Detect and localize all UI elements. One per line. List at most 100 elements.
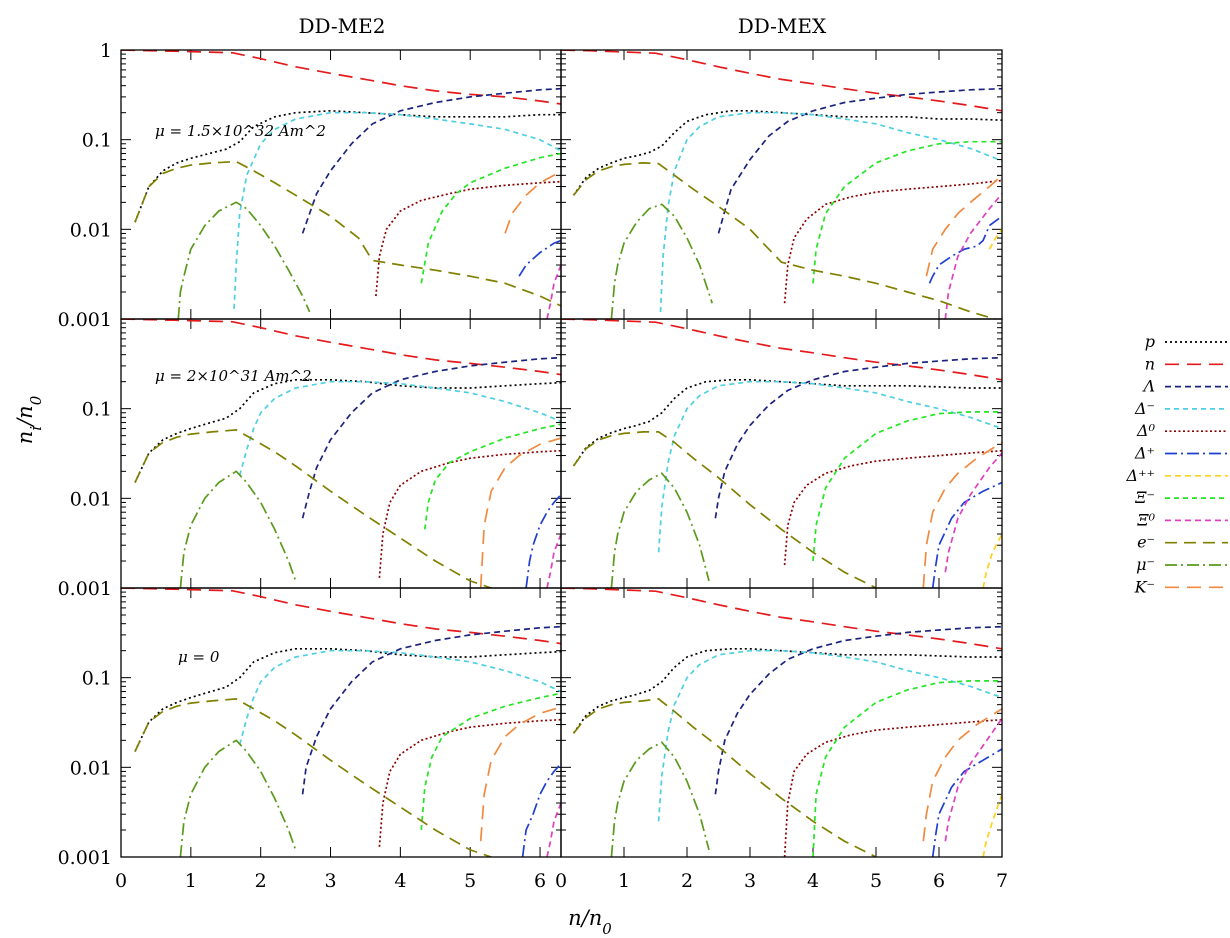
legend-label-electron: e⁻ (1137, 533, 1155, 552)
x-tick-label: 1 (618, 870, 630, 892)
series-group (561, 319, 1002, 588)
panel-annotation: μ = 2×10^31 Am^2 (155, 367, 312, 385)
series-kaon (922, 708, 1002, 842)
panel-frame (120, 49, 562, 320)
series-xi-minus (423, 423, 561, 530)
series-delta-plus (931, 481, 1002, 588)
series-delta-zero (378, 449, 561, 578)
series-kaon (925, 174, 1002, 277)
series-delta-plus (931, 748, 1002, 857)
series-muon (179, 470, 297, 588)
series-xi-zero (944, 452, 1002, 573)
minor-ticks (561, 322, 1002, 562)
panel-annotation: μ = 0 (178, 648, 220, 666)
y-tick-label: 0.001 (58, 847, 112, 869)
legend-label-lambda: Λ (1141, 377, 1155, 396)
panel-annotation: μ = 1.5×10^32 Am^2 (155, 122, 326, 140)
series-kaon (479, 437, 561, 588)
series-xi-zero (944, 193, 1002, 319)
series-muon (610, 741, 710, 857)
series-xi-minus (812, 680, 1002, 857)
legend-label-xi-zero: Ξ⁰ (1136, 510, 1155, 529)
x-axis-label: n/n0 (568, 906, 612, 938)
series-electron (572, 431, 877, 588)
series-delta-minus (238, 380, 561, 476)
x-tick-label: 5 (464, 870, 476, 892)
series-muon (610, 203, 714, 319)
series-delta-minus (657, 380, 1002, 553)
series-delta-plus (518, 239, 561, 277)
minor-ticks (561, 591, 1002, 831)
series-group (121, 50, 561, 319)
x-tick-label: 2 (681, 870, 693, 892)
series-delta-minus (657, 649, 1002, 822)
series-electron (572, 698, 877, 857)
x-tick-label: 7 (996, 870, 1008, 892)
series-electron (134, 160, 561, 307)
series-delta-plus (928, 215, 1002, 284)
x-tick-label: 6 (534, 870, 546, 892)
y-tick-label: 0.01 (70, 757, 112, 779)
legend-label-delta-plus: Δ⁺ (1134, 444, 1155, 463)
panel-r0-c0: 1 0.1 0.01 0.001 μ = 1.5×10^32 Am^2 (58, 40, 562, 331)
series-lambda (301, 625, 561, 795)
x-tick-label: 6 (933, 870, 945, 892)
y-tick-label: 1 (100, 40, 112, 62)
legend-label-p: p (1145, 332, 1155, 351)
legend-label-delta-minus: Δ⁻ (1134, 399, 1155, 418)
series-group (121, 588, 561, 857)
y-tick-label: 0.1 (82, 130, 112, 152)
series-delta-zero (378, 718, 561, 847)
panel-frame (560, 49, 1003, 320)
x-tick-label: 0 (555, 870, 567, 892)
panel-frame (560, 318, 1003, 589)
y-tick-label: 0.001 (58, 309, 112, 331)
series-p (134, 378, 561, 483)
series-muon (610, 472, 710, 588)
minor-ticks (561, 53, 1002, 293)
legend-label-n: n (1145, 354, 1155, 373)
x-tick-label: 3 (324, 870, 336, 892)
series-p (572, 378, 1002, 467)
y-tick-label: 0.01 (70, 488, 112, 510)
series-n (561, 50, 1002, 112)
series-n (121, 50, 561, 105)
series-lambda (714, 625, 1002, 795)
legend-label-delta-zero: Δ⁰ (1136, 421, 1156, 440)
minor-ticks (121, 322, 561, 562)
series-group (121, 319, 561, 588)
series-p (134, 647, 561, 752)
x-tick-label: 5 (870, 870, 882, 892)
series-lambda (301, 87, 561, 234)
series-p (134, 109, 561, 223)
series-lambda (301, 356, 561, 519)
minor-ticks (121, 53, 561, 293)
y-tick-label: 0.1 (82, 399, 112, 421)
series-xi-zero (944, 718, 1002, 842)
series-n (121, 319, 561, 376)
x-tick-label: 4 (394, 870, 406, 892)
series-lambda (714, 356, 1002, 519)
series-delta-plus (525, 494, 561, 588)
col-title-right: DD-MEX (738, 14, 827, 38)
series-xi-minus (812, 140, 1002, 284)
legend-label-kaon: K⁻ (1134, 577, 1155, 596)
x-tick-label: 2 (255, 870, 267, 892)
series-delta-zero (783, 449, 1002, 566)
series-n (121, 588, 561, 645)
panel-frame (560, 587, 1003, 858)
series-xi-minus (420, 692, 561, 831)
series-delta-minus (238, 649, 561, 745)
series-kaon (479, 706, 561, 842)
series-muon (177, 201, 311, 319)
panel-r0-c1 (560, 49, 1003, 320)
panel-frame (120, 587, 562, 858)
series-p (572, 647, 1002, 734)
series-delta-plus (521, 763, 561, 857)
x-tick-label: 3 (744, 870, 756, 892)
panel-r1-c0: 0.1 0.01 0.001 μ = 2×10^31 Am^2 (58, 318, 562, 600)
y-tick-label: 0.01 (70, 219, 112, 241)
series-electron (134, 698, 492, 857)
